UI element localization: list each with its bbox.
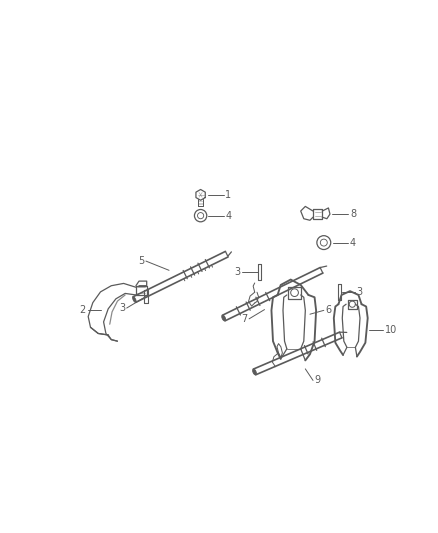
Text: 9: 9 — [314, 375, 321, 385]
Text: 3: 3 — [119, 303, 125, 313]
Ellipse shape — [133, 297, 136, 302]
Ellipse shape — [222, 315, 226, 321]
Text: 2: 2 — [79, 305, 85, 316]
Ellipse shape — [253, 369, 256, 375]
Text: 3: 3 — [234, 267, 240, 277]
Text: 6: 6 — [325, 305, 332, 316]
Text: 4: 4 — [225, 211, 231, 221]
Text: 1: 1 — [225, 190, 231, 200]
Text: 3: 3 — [356, 287, 362, 297]
Text: 5: 5 — [138, 256, 145, 266]
Text: 8: 8 — [350, 209, 356, 219]
Text: 4: 4 — [350, 238, 356, 248]
Text: 7: 7 — [241, 314, 247, 324]
Text: 10: 10 — [385, 325, 397, 335]
